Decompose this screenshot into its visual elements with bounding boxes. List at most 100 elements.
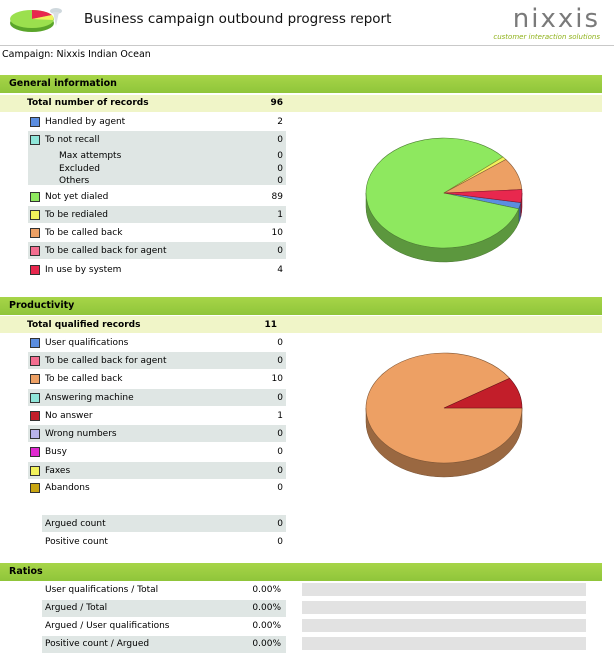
legend-swatch-icon (30, 135, 40, 145)
legend-swatch-icon (30, 393, 40, 403)
ratio-progress-bar (302, 637, 586, 650)
argued-count-value: 0 (277, 519, 283, 529)
report-logo-icon (6, 2, 74, 36)
legend-swatch-icon (30, 228, 40, 238)
productivity-row-label: To be called back (45, 374, 123, 384)
total-qualified-value: 11 (264, 320, 277, 330)
general-row-label: To not recall (45, 135, 100, 145)
legend-swatch-icon (30, 447, 40, 457)
section-title: Productivity (9, 300, 75, 311)
header-divider (0, 45, 614, 46)
row-bg (28, 160, 286, 173)
general-row-label: To be called back (45, 228, 123, 238)
general-row-value: 89 (271, 192, 283, 202)
ratio-row-label: User qualifications / Total (45, 585, 159, 595)
legend-swatch-icon (30, 117, 40, 127)
brand-name: nixxis (512, 4, 600, 34)
argued-row-bg (42, 515, 286, 532)
total-qualified-band (0, 316, 602, 333)
legend-swatch-icon (30, 356, 40, 366)
general-pie-chart (356, 135, 536, 278)
productivity-row-label: No answer (45, 411, 93, 421)
general-row-label: Excluded (59, 164, 100, 174)
section-productivity: Productivity (0, 297, 602, 315)
legend-swatch-icon (30, 411, 40, 421)
row-bg (42, 636, 286, 653)
general-row-value: 1 (277, 210, 283, 220)
legend-swatch-icon (30, 466, 40, 476)
general-row-label: Others (59, 176, 90, 186)
campaign-label: Campaign: Nixxis Indian Ocean (2, 49, 151, 60)
row-bg (28, 425, 286, 442)
ratio-row-label: Argued / User qualifications (45, 621, 170, 631)
argued-count-label: Argued count (45, 519, 106, 529)
row-bg (28, 206, 286, 223)
general-row-value: 10 (271, 228, 283, 238)
general-row-value: 0 (277, 176, 283, 186)
ratio-row-label: Argued / Total (45, 603, 108, 613)
productivity-pie-chart (356, 350, 536, 493)
productivity-row-label: Answering machine (45, 393, 134, 403)
general-row-value: 0 (277, 246, 283, 256)
general-row-label: To be called back for agent (45, 246, 167, 256)
section-title: Ratios (9, 566, 43, 577)
productivity-row-value: 10 (271, 374, 283, 384)
pie-slice (443, 189, 523, 203)
general-row-value: 4 (277, 265, 283, 275)
productivity-row-label: User qualifications (45, 338, 129, 348)
legend-swatch-icon (30, 246, 40, 256)
general-row-label: Max attempts (59, 151, 122, 161)
legend-swatch-icon (30, 210, 40, 220)
general-row-label: In use by system (45, 265, 122, 275)
row-bg (28, 172, 286, 185)
ratio-row-value: 0.00% (252, 639, 281, 649)
ratio-row-value: 0.00% (252, 585, 281, 595)
row-bg (28, 462, 286, 479)
general-row-value: 0 (277, 151, 283, 161)
productivity-row-value: 0 (277, 447, 283, 457)
productivity-row-value: 0 (277, 429, 283, 439)
pie-slice (443, 377, 523, 409)
total-qualified-label: Total qualified records (27, 320, 141, 330)
productivity-row-label: Faxes (45, 466, 71, 476)
section-general-information: General information (0, 75, 602, 93)
total-records-value: 96 (270, 98, 283, 108)
brand-tagline: customer interaction solutions (493, 33, 600, 41)
productivity-row-value: 0 (277, 483, 283, 493)
productivity-row-label: Busy (45, 447, 67, 457)
productivity-row-label: Abandons (45, 483, 90, 493)
positive-count-value: 0 (277, 537, 283, 547)
legend-swatch-icon (30, 374, 40, 384)
legend-swatch-icon (30, 265, 40, 275)
legend-swatch-icon (30, 429, 40, 439)
brand-logo: nixxis customer interaction solutions (488, 6, 600, 42)
general-row-label: Handled by agent (45, 117, 126, 127)
productivity-row-label: To be called back for agent (45, 356, 167, 366)
legend-swatch-icon (30, 483, 40, 493)
row-bg (28, 147, 286, 160)
row-bg (28, 352, 286, 369)
legend-swatch-icon (30, 338, 40, 348)
productivity-row-label: Wrong numbers (45, 429, 117, 439)
ratio-progress-bar (302, 583, 586, 596)
general-row-value: 2 (277, 117, 283, 127)
productivity-row-value: 0 (277, 356, 283, 366)
pie-slice (365, 137, 520, 249)
section-title: General information (9, 78, 117, 89)
ratio-row-label: Positive count / Argued (45, 639, 150, 649)
legend-swatch-icon (30, 192, 40, 202)
row-bg (42, 600, 286, 617)
row-bg (28, 242, 286, 259)
ratio-row-value: 0.00% (252, 621, 281, 631)
positive-count-label: Positive count (45, 537, 108, 547)
general-row-value: 0 (277, 135, 283, 145)
total-records-label: Total number of records (27, 98, 149, 108)
total-records-band (0, 95, 602, 112)
ratio-progress-bar (302, 619, 586, 632)
productivity-row-value: 1 (277, 411, 283, 421)
productivity-row-value: 0 (277, 466, 283, 476)
general-row-value: 0 (277, 164, 283, 174)
general-row-label: To be redialed (45, 210, 108, 220)
report-title: Business campaign outbound progress repo… (84, 11, 392, 27)
row-bg (28, 131, 286, 147)
